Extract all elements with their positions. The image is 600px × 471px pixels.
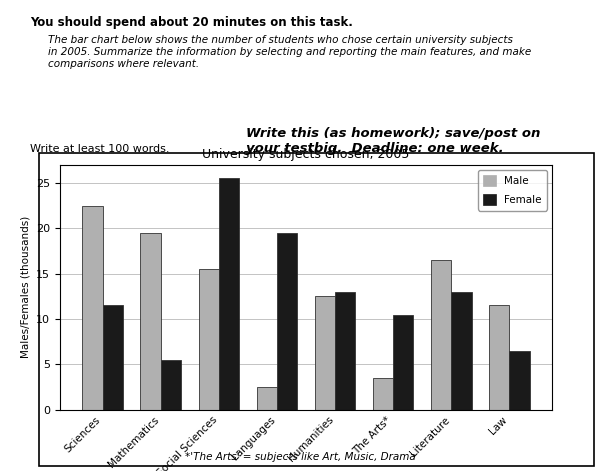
Bar — [219, 179, 239, 410]
Bar — [451, 292, 472, 410]
Text: The bar chart below shows the number of students who chose certain university su: The bar chart below shows the number of … — [48, 35, 531, 68]
Bar — [335, 292, 355, 410]
Y-axis label: Males/Females (thousands): Males/Females (thousands) — [20, 216, 31, 358]
Text: Write at least 100 words.: Write at least 100 words. — [30, 144, 170, 154]
Bar — [393, 315, 413, 410]
Bar — [199, 269, 219, 410]
Bar — [277, 233, 297, 410]
Bar — [489, 306, 509, 410]
Bar — [509, 351, 530, 410]
Title: University subjects chosen, 2005: University subjects chosen, 2005 — [202, 148, 410, 161]
Bar — [257, 387, 277, 410]
Text: Write this (as homework); save/post on
your testbig.  Deadline: one week.: Write this (as homework); save/post on y… — [246, 127, 541, 155]
Text: You should spend about 20 minutes on this task.: You should spend about 20 minutes on thi… — [30, 16, 353, 30]
Bar — [315, 296, 335, 410]
Bar — [82, 206, 103, 410]
Bar — [140, 233, 161, 410]
Bar — [373, 378, 393, 410]
Bar — [103, 306, 123, 410]
Legend: Male, Female: Male, Female — [478, 170, 547, 211]
Bar — [431, 260, 451, 410]
Text: *'The Arts' = subjects like Art, Music, Drama: *'The Arts' = subjects like Art, Music, … — [185, 452, 415, 462]
Bar — [161, 360, 181, 410]
